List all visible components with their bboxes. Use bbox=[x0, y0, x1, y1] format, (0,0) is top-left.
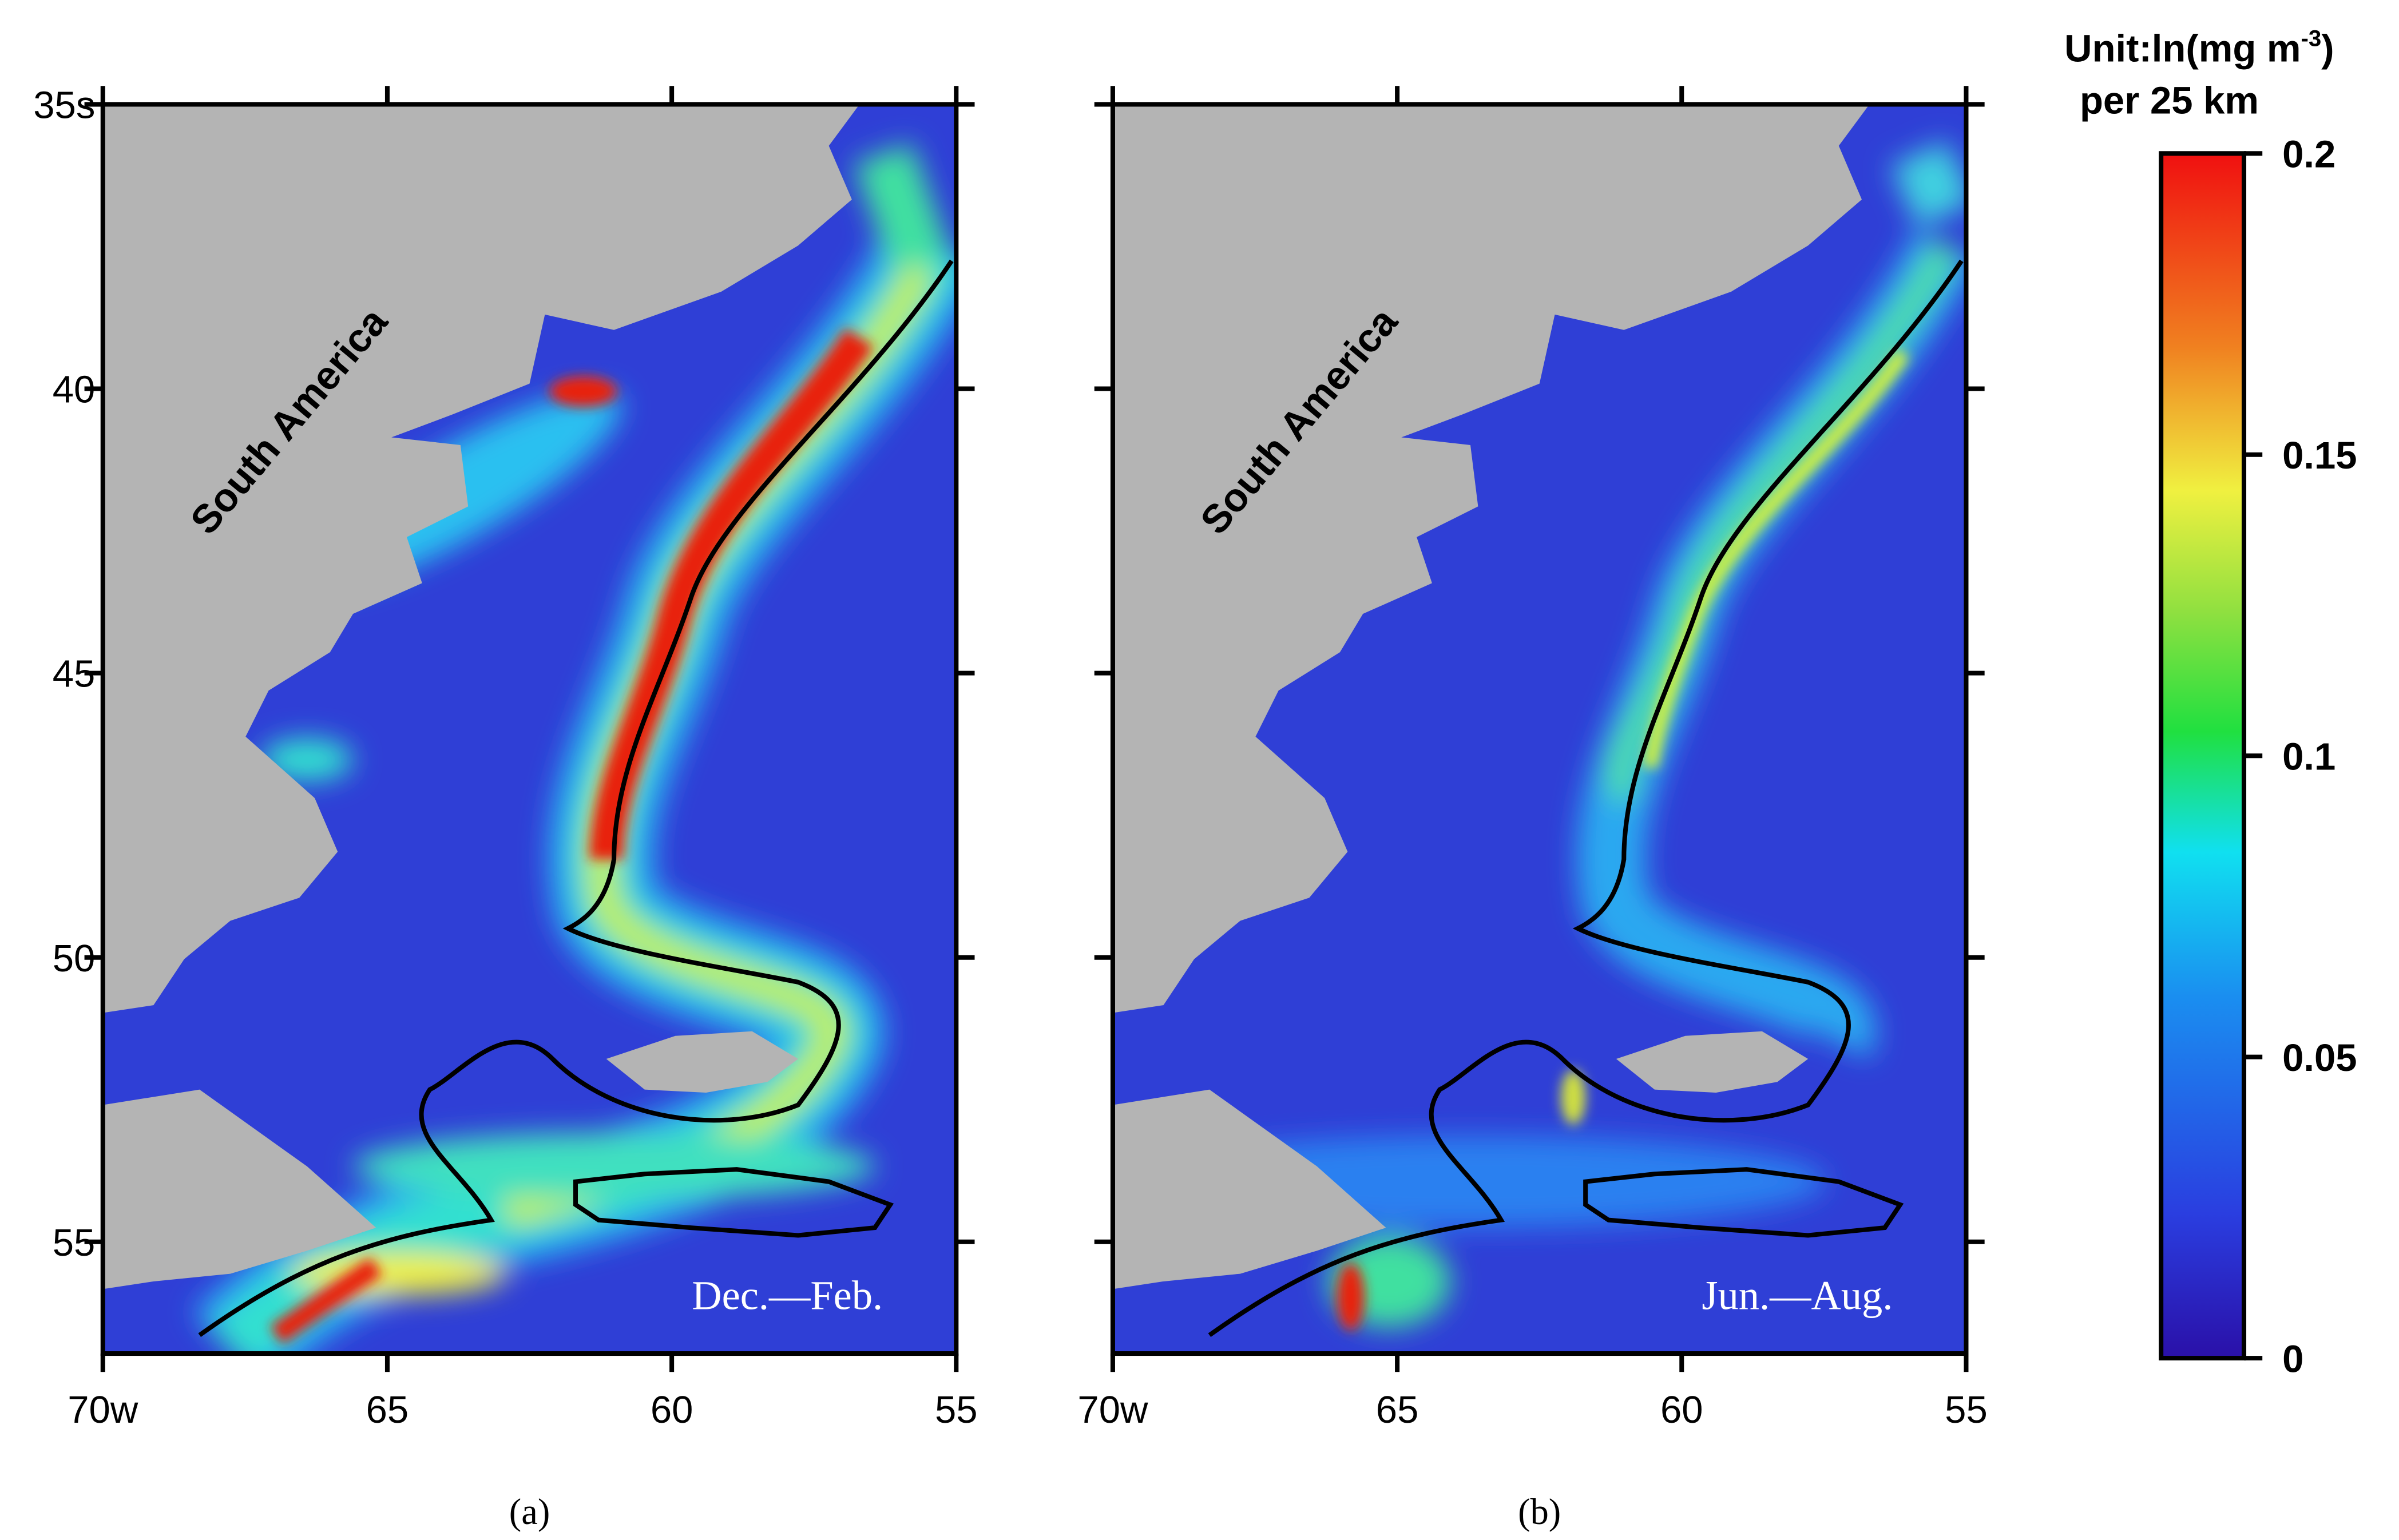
colorbar-title: Unit:ln(mg m-3) bbox=[2064, 25, 2334, 70]
x-tick-label: 55 bbox=[1945, 1388, 1988, 1431]
season-label: Dec.—Feb. bbox=[692, 1272, 883, 1318]
colorbar-subtitle: per 25 km bbox=[2080, 80, 2259, 122]
frame-b bbox=[1110, 102, 1969, 1356]
x-tick-label: 70w bbox=[68, 1388, 138, 1431]
panel-label: (b) bbox=[1518, 1491, 1561, 1532]
map-a bbox=[102, 104, 957, 1354]
y-tick-label: 45 bbox=[53, 653, 96, 696]
colorbar-title-close: ) bbox=[2321, 27, 2334, 70]
frame-a bbox=[100, 102, 959, 1356]
season-label: Jun.—Aug. bbox=[1702, 1272, 1893, 1318]
panel-label: (a) bbox=[509, 1491, 550, 1532]
x-tick-label: 60 bbox=[651, 1388, 693, 1431]
y-tick-label: 35s bbox=[33, 84, 95, 127]
x-tick-label: 65 bbox=[366, 1388, 409, 1431]
colorbar-tick-label: 0.1 bbox=[2282, 735, 2335, 778]
colorbar-title-main: Unit:ln(mg m bbox=[2064, 27, 2301, 70]
map-b bbox=[1112, 104, 1966, 1354]
colorbar-tick-label: 0.05 bbox=[2282, 1037, 2357, 1079]
y-tick-label: 50 bbox=[53, 937, 96, 980]
x-tick-label: 65 bbox=[1376, 1388, 1419, 1431]
y-tick-label: 55 bbox=[53, 1221, 96, 1264]
colorbar-title-sup: -3 bbox=[2301, 25, 2322, 51]
colorbar-tick-label: 0.2 bbox=[2282, 133, 2335, 176]
colorbar-tick-label: 0.15 bbox=[2282, 434, 2357, 477]
x-tick-label: 60 bbox=[1660, 1388, 1703, 1431]
x-tick-label: 70w bbox=[1077, 1388, 1148, 1431]
x-tick-label: 55 bbox=[935, 1388, 978, 1431]
y-tick-label: 40 bbox=[53, 368, 96, 411]
colorbar bbox=[2159, 151, 2247, 1361]
colorbar-tick-label: 0 bbox=[2282, 1337, 2303, 1380]
